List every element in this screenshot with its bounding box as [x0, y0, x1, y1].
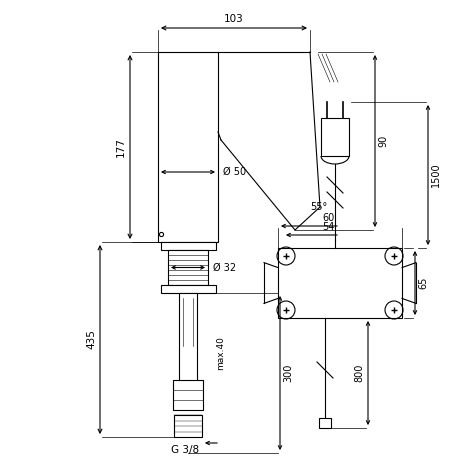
Bar	[173, 380, 203, 410]
Text: 435: 435	[86, 330, 96, 350]
Text: 90: 90	[378, 135, 388, 147]
Bar	[158, 52, 218, 242]
Bar	[278, 248, 402, 318]
Text: 103: 103	[224, 14, 244, 24]
Bar	[319, 418, 331, 428]
Bar	[161, 285, 215, 293]
Text: 54: 54	[323, 222, 335, 232]
Text: 60: 60	[323, 213, 335, 223]
Text: 177: 177	[116, 137, 126, 157]
Text: G 3/8: G 3/8	[171, 445, 199, 455]
Bar	[161, 242, 215, 250]
Text: max.40: max.40	[216, 336, 225, 370]
Bar	[179, 293, 197, 390]
Text: 300: 300	[283, 364, 293, 382]
Bar	[168, 250, 208, 285]
Text: 800: 800	[354, 364, 364, 382]
Text: 55°: 55°	[310, 202, 327, 212]
Bar	[321, 118, 349, 156]
Bar	[174, 415, 202, 437]
Text: 1500: 1500	[431, 163, 441, 188]
Text: Ø 32: Ø 32	[213, 263, 236, 273]
Text: 65: 65	[418, 277, 428, 289]
Text: Ø 50: Ø 50	[223, 167, 246, 177]
